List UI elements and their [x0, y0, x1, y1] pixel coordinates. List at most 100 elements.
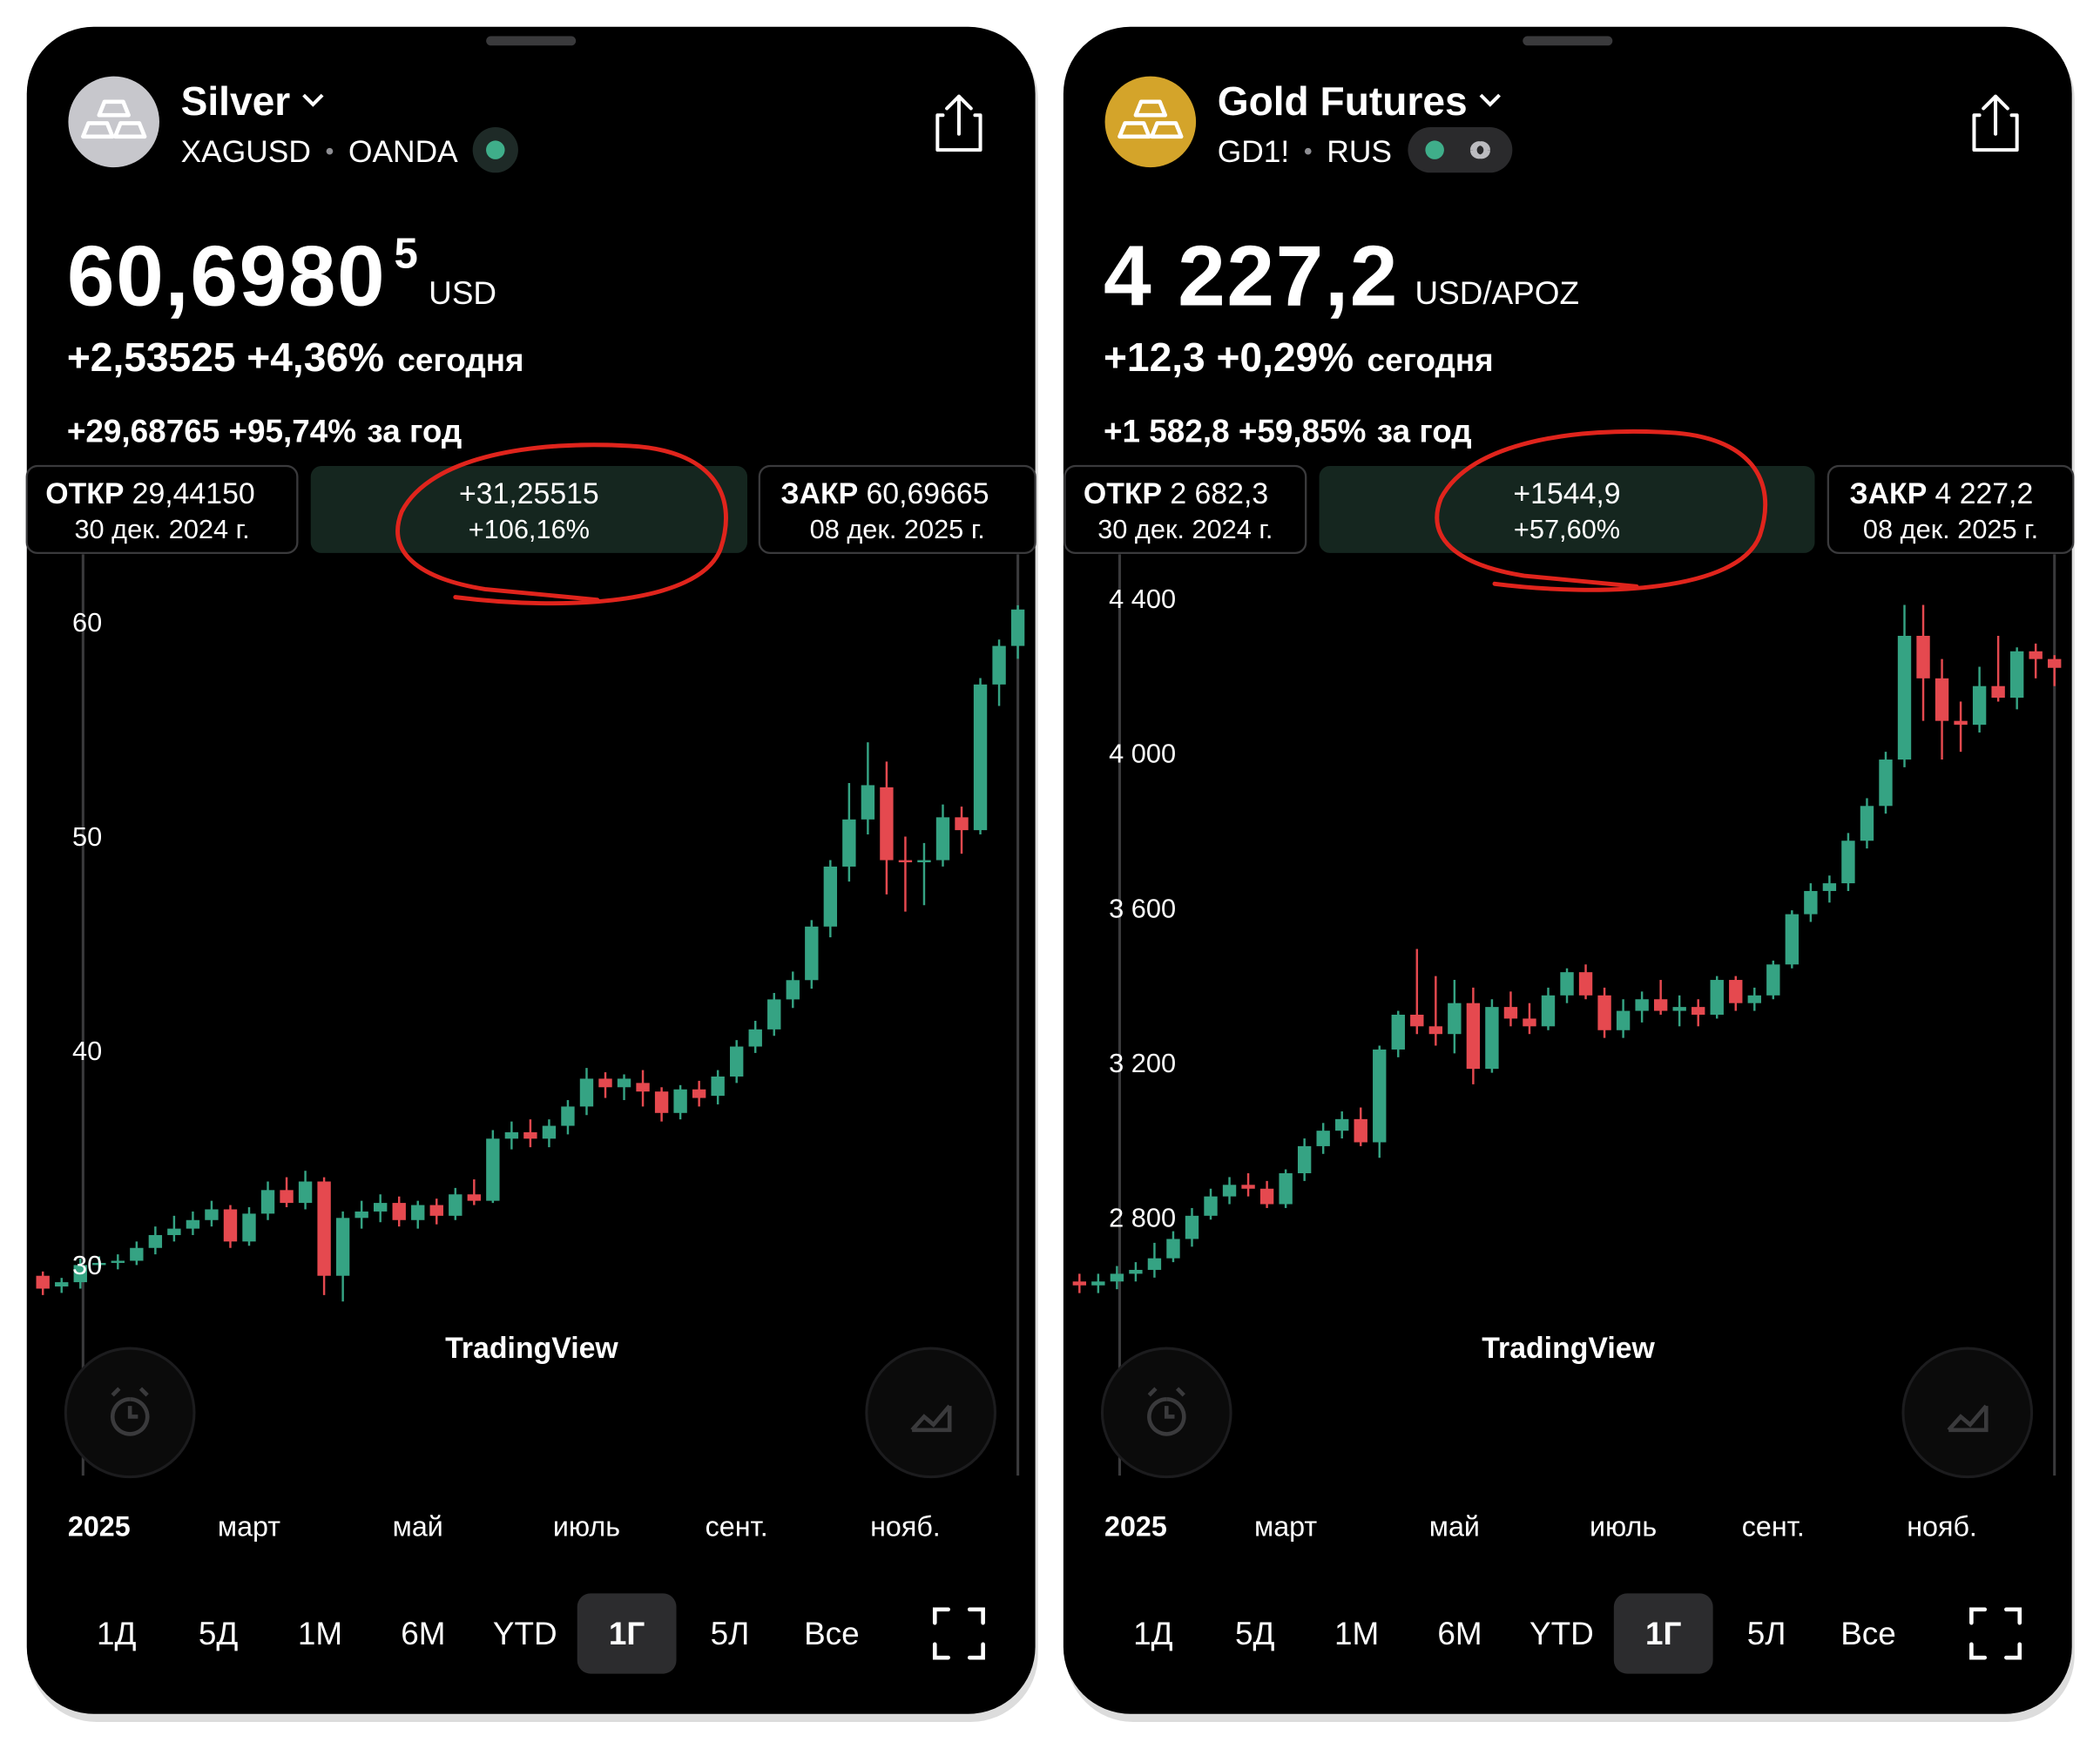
candle-body [973, 684, 988, 831]
range-button[interactable]: 5Д [1235, 1616, 1275, 1651]
range-selected[interactable] [1613, 1593, 1713, 1674]
candle-body [1166, 1239, 1180, 1259]
candle-body [2029, 651, 2043, 659]
candle-body [1204, 1196, 1218, 1216]
close-value: 4 227,2 [1935, 477, 2033, 510]
candle-body [1560, 972, 1574, 996]
indicator-icon[interactable] [910, 1404, 952, 1433]
candle-body [654, 1091, 669, 1113]
x-tick-label: март [1254, 1510, 1317, 1542]
alert-icon[interactable] [111, 1387, 150, 1436]
x-tick-label: май [393, 1510, 443, 1542]
range-button[interactable]: 1Г [1645, 1616, 1682, 1651]
candle-body [917, 860, 931, 863]
range-button[interactable]: YTD [1529, 1616, 1594, 1651]
open-value: 29,44150 [132, 477, 255, 510]
delay-icon [1469, 141, 1490, 159]
candle-body [523, 1131, 537, 1139]
range-button[interactable]: 1Д [1133, 1616, 1173, 1651]
candle-body [1710, 980, 1724, 1016]
delta-box [1319, 465, 1815, 553]
share-button[interactable] [935, 94, 982, 152]
candle-body [1860, 806, 1874, 841]
candle-body [1129, 1269, 1143, 1274]
candle-body [898, 860, 913, 863]
candle-body [1466, 1003, 1481, 1070]
range-button[interactable]: 5Л [711, 1616, 750, 1651]
candle-body [1010, 609, 1025, 646]
range-button[interactable]: 6М [401, 1616, 445, 1651]
range-button[interactable]: Все [804, 1616, 860, 1651]
range-button[interactable]: 6М [1437, 1616, 1482, 1651]
symbol-title[interactable]: Gold Futures [1218, 78, 1468, 124]
candle-body [711, 1076, 725, 1097]
close-date: 08 дек. 2025 г. [1863, 514, 2038, 544]
candle-body [36, 1275, 50, 1289]
close-value: 60,69665 [866, 477, 989, 510]
candle-body [1822, 883, 1837, 891]
candle-body [148, 1234, 163, 1248]
delta-percent: +106,16% [469, 514, 590, 544]
title-chevron[interactable] [1479, 93, 1501, 107]
avatar [68, 76, 159, 168]
candle-body [186, 1219, 200, 1229]
alert-icon[interactable] [1147, 1387, 1186, 1436]
candle-body [1672, 1007, 1686, 1011]
candle-body [1972, 685, 1987, 726]
delta-value: +31,25515 [459, 477, 599, 510]
currency: USD [429, 275, 496, 311]
range-button[interactable]: 1М [1334, 1616, 1379, 1651]
range-button[interactable]: 1М [298, 1616, 342, 1651]
y-tick-label: 40 [72, 1036, 102, 1066]
range-button[interactable]: 5Л [1747, 1616, 1786, 1651]
title-chevron[interactable] [302, 93, 324, 107]
drag-handle [1523, 36, 1613, 46]
fullscreen-button[interactable] [1969, 1607, 2022, 1660]
range-selected[interactable] [577, 1593, 677, 1674]
candle-body [242, 1213, 256, 1242]
candle-body [280, 1190, 294, 1204]
candle-body [1391, 1015, 1405, 1050]
share-button[interactable] [1972, 94, 2019, 152]
close-label: ЗАКР [780, 477, 858, 510]
range-button[interactable]: Все [1840, 1616, 1896, 1651]
candle-body [1523, 1018, 1536, 1027]
open-label: ОТКР [1084, 477, 1162, 510]
panel [1063, 26, 2072, 1714]
fullscreen-button[interactable] [932, 1607, 985, 1660]
avatar-icon [81, 99, 147, 139]
candle-body [1935, 678, 1949, 721]
x-tick-label: май [1429, 1510, 1480, 1542]
annotation-circle [395, 442, 728, 606]
panel [26, 26, 1036, 1714]
range-button[interactable]: 1Д [97, 1616, 137, 1651]
x-tick-label: 2025 [68, 1510, 131, 1542]
candle-body [823, 866, 838, 927]
open-box [1064, 464, 1307, 555]
candle-body [955, 817, 969, 831]
close-box [758, 464, 1036, 555]
candle-body [355, 1211, 368, 1219]
candle-body [1578, 972, 1593, 996]
candle-body [1766, 964, 1780, 996]
range-button[interactable]: YTD [493, 1616, 557, 1651]
indicator-icon[interactable] [1947, 1404, 1989, 1433]
y-tick-label: 60 [72, 607, 102, 638]
candle-body [1747, 995, 1761, 1003]
candle-body [617, 1078, 631, 1088]
drag-handle [486, 36, 577, 46]
candle-body [1335, 1118, 1349, 1131]
candle-body [1410, 1015, 1424, 1027]
candle-body [223, 1209, 238, 1242]
change-year-label: за год [1377, 413, 1472, 449]
candle-body [73, 1265, 87, 1283]
symbol-title[interactable]: Silver [181, 78, 291, 124]
indicator-button[interactable] [865, 1347, 996, 1479]
candle-body [542, 1125, 557, 1139]
candle-body [1185, 1215, 1199, 1239]
indicator-button[interactable] [1901, 1347, 2034, 1479]
range-button[interactable]: 5Д [199, 1616, 239, 1651]
open-box [25, 464, 299, 555]
status-dot [1425, 140, 1444, 159]
range-button[interactable]: 1Г [609, 1616, 645, 1651]
